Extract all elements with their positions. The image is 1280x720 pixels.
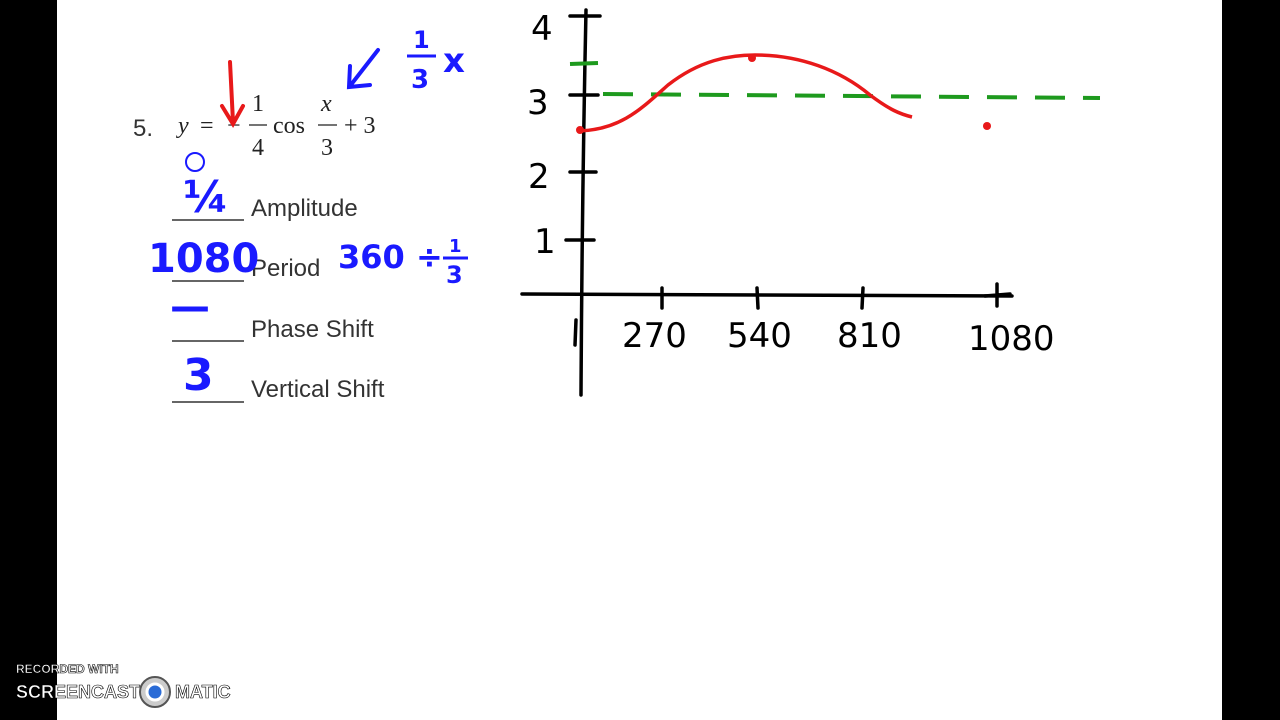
midline: [569, 61, 1101, 100]
answer-hand: —: [170, 284, 210, 330]
answer-hand: 3: [183, 350, 214, 401]
x-ticks: [660, 282, 1012, 310]
answers: Amplitude Period Phase Shift Vertical Sh…: [148, 172, 468, 403]
eq-arg-den: 3: [321, 135, 333, 161]
x-label: 270: [622, 316, 687, 356]
answer-hand: ¼: [183, 172, 229, 223]
y-ticks: [564, 14, 602, 242]
point: [983, 122, 991, 130]
note-var: x: [443, 41, 465, 81]
problem-number: 5.: [133, 115, 153, 142]
eq-arg-num: x: [320, 91, 332, 117]
note-num: 1: [413, 26, 430, 54]
period-work-num: 1: [449, 236, 462, 257]
blue-arrow: [346, 48, 380, 90]
watermark-top: RECORDED WITH: [16, 662, 119, 676]
answer-label: Phase Shift: [251, 316, 374, 343]
eq-coef-den: 4: [252, 135, 264, 161]
y-label: 4: [531, 9, 553, 49]
eq-coef-num: 1: [252, 91, 264, 117]
origin-mark: [573, 318, 578, 347]
curve: [577, 53, 913, 133]
answer-label: Amplitude: [251, 195, 358, 222]
answer-hand: 1080: [148, 236, 259, 282]
answer-label: Period: [251, 255, 320, 282]
page: [57, 0, 1222, 720]
y-axis: [579, 8, 588, 397]
y-label: 3: [527, 83, 549, 123]
eq-lhs: y: [176, 113, 189, 139]
x-label: 540: [727, 316, 792, 356]
eq-func: cos: [273, 113, 305, 139]
answer-label: Vertical Shift: [251, 376, 385, 403]
eq-equals: =: [200, 113, 214, 139]
red-arrow: [220, 60, 245, 128]
watermark-right: MATIC: [175, 682, 231, 702]
watermark-left: SCREENCAST: [16, 682, 140, 702]
y-label: 2: [528, 157, 550, 197]
note-den: 3: [411, 65, 429, 95]
y-label: 1: [534, 222, 556, 262]
point: [576, 126, 584, 134]
watermark-logo-dot: [145, 682, 165, 702]
x-label: 810: [837, 316, 902, 356]
x-axis: [520, 292, 1014, 298]
point: [748, 54, 756, 62]
circle-mark: [185, 152, 205, 172]
period-work: 360 ÷: [338, 238, 443, 276]
period-work-den: 3: [446, 261, 463, 289]
eq-shift: + 3: [344, 113, 376, 139]
x-label: 1080: [968, 319, 1055, 359]
axes: [520, 8, 1014, 397]
